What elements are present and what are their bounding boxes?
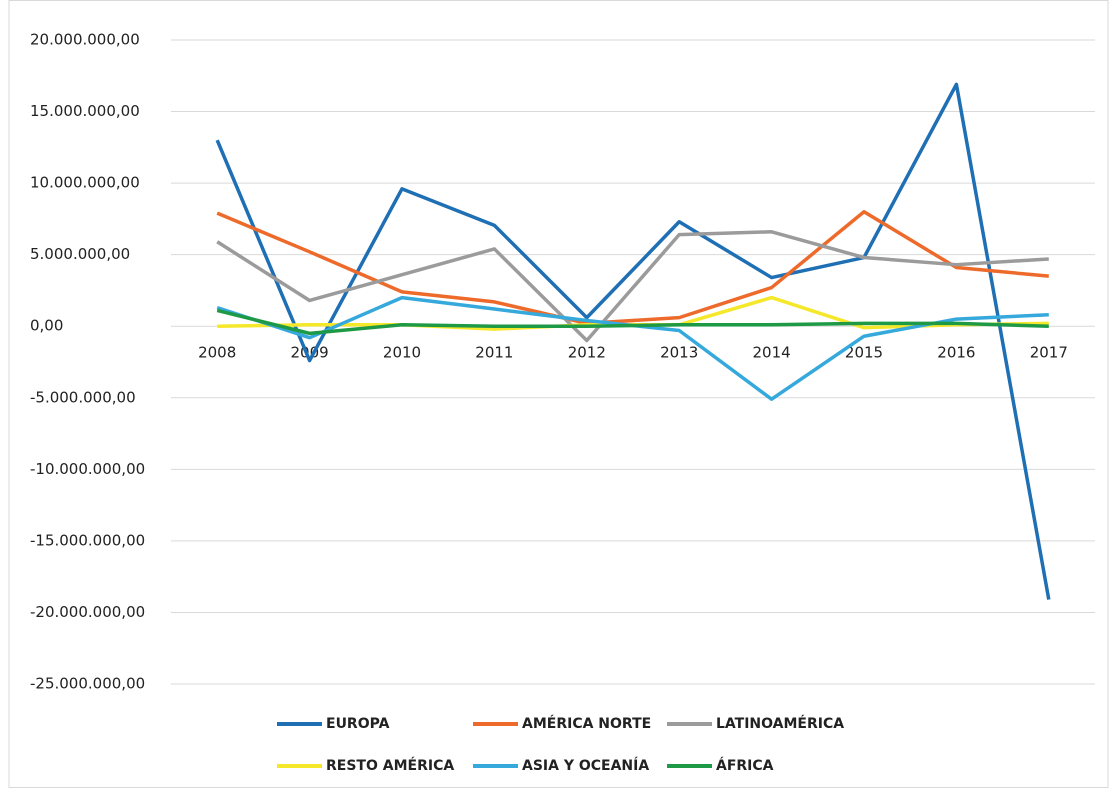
legend-label: ÁFRICA — [716, 757, 774, 774]
y-tick-label: 5.000.000,00 — [30, 245, 130, 263]
series-line — [216, 230, 1049, 343]
chart-frame — [8, 0, 1109, 788]
x-tick-label: 2011 — [475, 344, 513, 362]
legend-label: AMÉRICA NORTE — [522, 715, 651, 732]
y-tick-label: -10.000.000,00 — [30, 460, 145, 478]
x-tick-label: 2014 — [753, 344, 791, 362]
x-tick-label: 2015 — [845, 344, 883, 362]
x-tick-label: 2009 — [291, 344, 329, 362]
legend-label: ASIA Y OCEANÍA — [522, 757, 649, 774]
x-tick-label: 2017 — [1030, 344, 1068, 362]
y-tick-label: -15.000.000,00 — [30, 531, 145, 549]
series-line — [216, 295, 1049, 401]
y-tick-label: 15.000.000,00 — [30, 102, 140, 120]
y-tick-label: 20.000.000,00 — [30, 31, 140, 49]
series-line — [216, 308, 1049, 336]
legend-label: EUROPA — [326, 716, 390, 732]
y-tick-label: 10.000.000,00 — [30, 174, 140, 192]
y-tick-label: -20.000.000,00 — [30, 603, 145, 621]
x-tick-label: 2012 — [568, 344, 606, 362]
x-tick-label: 2013 — [660, 344, 698, 362]
legend-label: LATINOAMÉRICA — [716, 715, 844, 732]
y-tick-label: -25.000.000,00 — [30, 675, 145, 693]
y-tick-label: 0,00 — [30, 317, 63, 335]
series-line — [215, 82, 1051, 600]
series-line — [216, 209, 1049, 326]
x-tick-label: 2008 — [198, 344, 236, 362]
x-tick-label: 2016 — [937, 344, 975, 362]
legend-label: RESTO AMÉRICA — [326, 757, 454, 774]
y-tick-label: -5.000.000,00 — [30, 388, 136, 406]
x-tick-label: 2010 — [383, 344, 421, 362]
